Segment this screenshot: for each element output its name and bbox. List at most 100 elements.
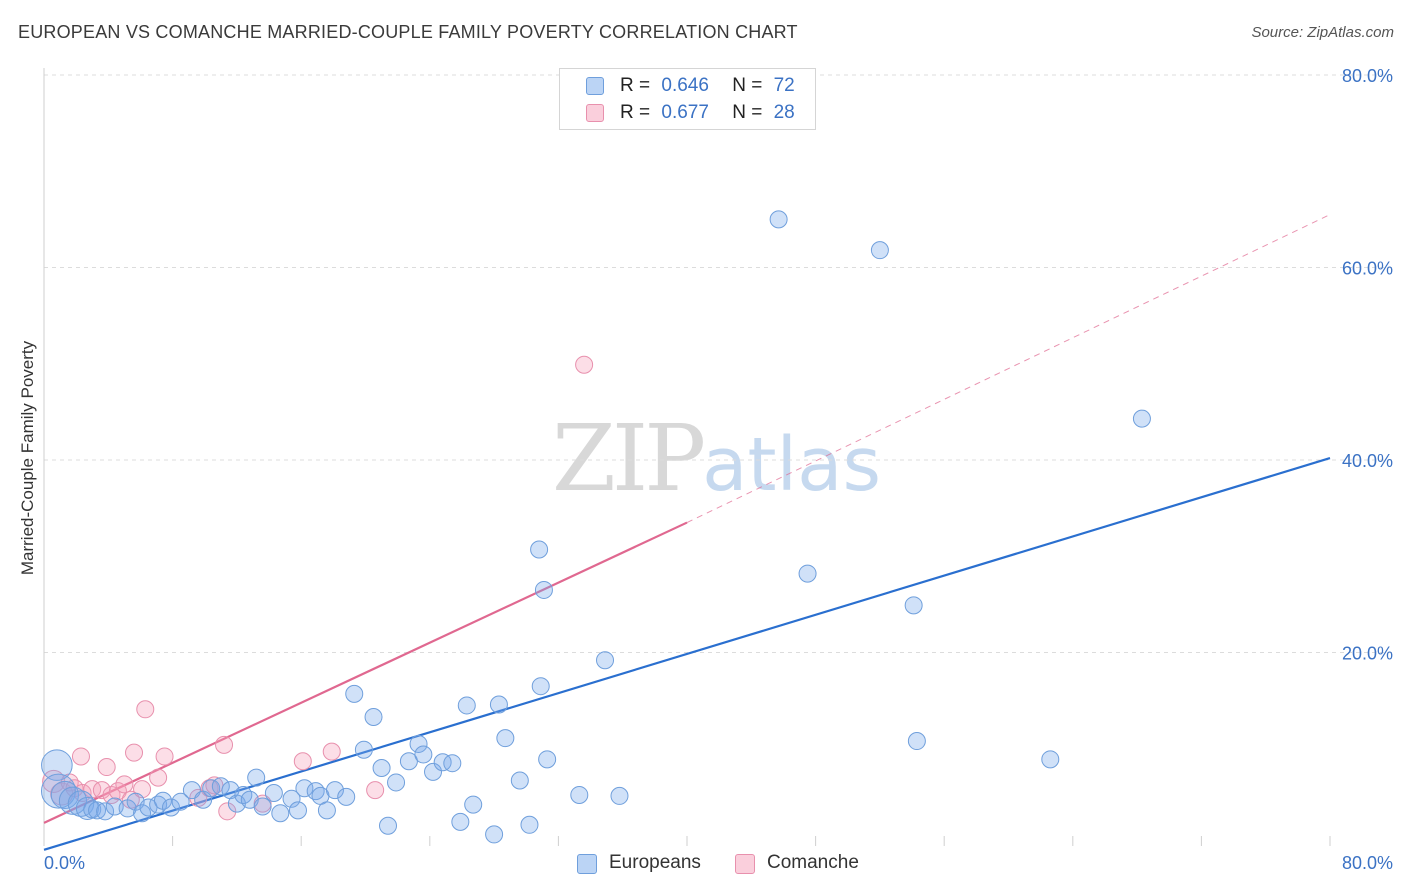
european-point — [58, 786, 88, 815]
european-point — [496, 729, 515, 748]
european-point — [171, 792, 190, 811]
europeans-trend-line — [43, 457, 1331, 851]
european-point — [534, 580, 553, 599]
european-point — [596, 651, 615, 670]
y-tick-label: 20.0% — [1342, 644, 1393, 664]
european-point — [247, 768, 266, 787]
y-tick-label: 60.0% — [1342, 259, 1393, 279]
european-point — [306, 782, 325, 801]
x-tick-label: 80.0% — [1342, 853, 1393, 873]
comanche-point — [322, 742, 341, 761]
comanche-swatch — [735, 854, 755, 874]
european-point — [295, 779, 314, 798]
europeans-swatch — [586, 77, 604, 95]
r-value: 0.646 — [661, 75, 709, 96]
europeans-label: Europeans — [609, 852, 701, 873]
european-point — [387, 773, 406, 792]
european-point — [1041, 750, 1060, 769]
european-point — [414, 745, 433, 764]
comanche-point — [575, 355, 594, 374]
european-point — [50, 780, 79, 810]
comanche-label: Comanche — [767, 852, 859, 873]
european-point — [161, 798, 180, 817]
comanche-point — [366, 781, 385, 800]
correlation-legend: R = 0.646 N = 72 R = 0.677 N = 28 — [559, 68, 816, 130]
european-point — [288, 801, 307, 820]
european-point — [325, 781, 344, 800]
european-point — [379, 816, 398, 835]
watermark-zip: ZIP — [552, 405, 706, 512]
x-tick-label: 0.0% — [44, 853, 85, 873]
r-label: R = — [620, 102, 651, 123]
n-label: N = — [732, 102, 763, 123]
comanche-point — [97, 758, 116, 777]
european-point — [904, 596, 923, 615]
legend-text-comanche: R = 0.677 N = 28 — [620, 102, 795, 124]
comanche-point — [215, 735, 234, 754]
comanche-point — [136, 700, 155, 719]
watermark-atlas: atlas — [702, 422, 881, 508]
comanche-point — [149, 768, 168, 787]
source-credit: Source: ZipAtlas.com — [1251, 24, 1394, 41]
european-point — [489, 695, 508, 714]
european-point — [345, 684, 364, 703]
european-point — [769, 210, 788, 229]
european-point — [451, 812, 470, 831]
european-point — [610, 786, 629, 805]
european-point — [530, 540, 549, 559]
european-point — [364, 707, 383, 726]
european-point — [211, 777, 230, 796]
european-point — [41, 749, 73, 781]
european-point — [372, 759, 391, 777]
comanche-point — [71, 747, 90, 766]
european-point — [570, 785, 589, 804]
european-point — [96, 802, 115, 821]
tick-labels: 20.0% 40.0% 60.0% 80.0% 0.0% 80.0% — [44, 66, 1393, 873]
european-point — [433, 753, 452, 772]
comanche-trend-line — [43, 521, 688, 824]
european-point — [409, 734, 428, 753]
european-point — [424, 762, 443, 781]
n-value: 28 — [773, 102, 795, 123]
european-point — [531, 677, 550, 696]
n-label: N = — [732, 75, 763, 96]
legend-text-europeans: R = 0.646 N = 72 — [620, 75, 795, 97]
european-point — [40, 773, 76, 809]
european-point — [282, 789, 301, 808]
chart-title: EUROPEAN VS COMANCHE MARRIED-COUPLE FAMI… — [18, 22, 798, 42]
comanche-trend-extension — [686, 214, 1331, 524]
european-point — [1132, 409, 1151, 428]
european-point — [457, 696, 476, 715]
european-point — [337, 787, 356, 806]
y-tick-label: 80.0% — [1342, 66, 1393, 86]
european-point — [464, 795, 483, 814]
european-point — [510, 771, 529, 790]
data-points — [40, 210, 1151, 844]
comanche-point — [115, 775, 134, 794]
comanche-point — [155, 747, 174, 766]
comanche-point — [125, 743, 144, 762]
r-label: R = — [620, 75, 651, 96]
european-point — [443, 754, 462, 773]
europeans-swatch — [577, 854, 597, 874]
axes — [43, 68, 1331, 846]
grid-lines — [44, 74, 1394, 653]
european-point — [520, 815, 539, 834]
european-point — [253, 797, 272, 816]
european-point — [354, 740, 373, 759]
european-point — [907, 732, 926, 751]
n-value: 72 — [773, 75, 795, 96]
european-point — [399, 752, 418, 771]
european-point — [538, 750, 557, 769]
european-point — [271, 804, 290, 823]
comanche-point — [293, 752, 312, 771]
european-point — [317, 801, 336, 820]
european-point — [798, 564, 817, 583]
comanche-point — [92, 781, 111, 800]
european-point — [264, 784, 283, 803]
r-value: 0.677 — [661, 102, 709, 123]
comanche-swatch — [586, 104, 604, 122]
comanche-point — [218, 802, 237, 821]
watermark: ZIPatlas — [552, 405, 881, 512]
